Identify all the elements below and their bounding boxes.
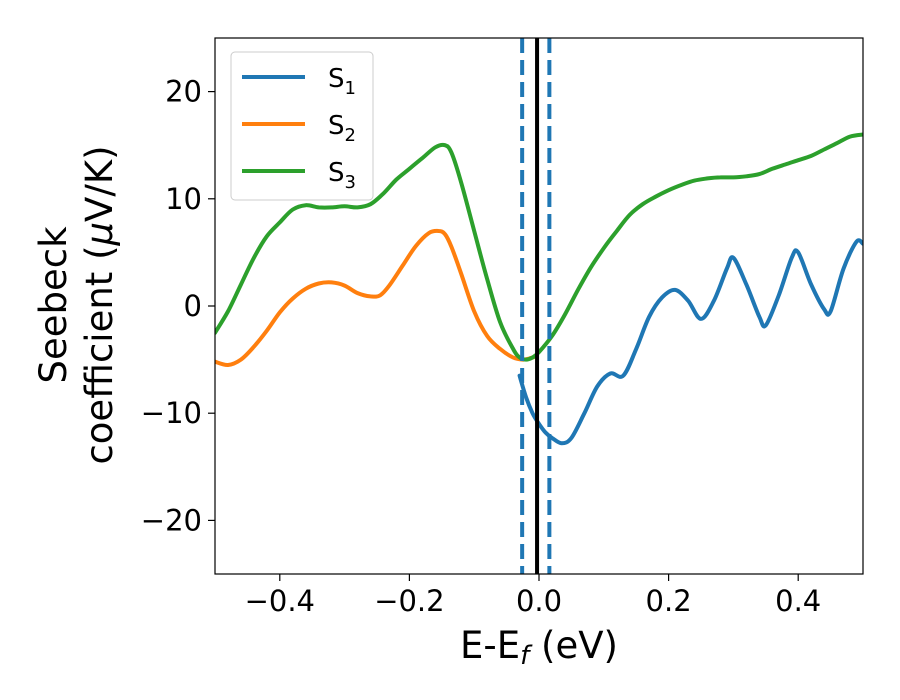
- y-axis-title-line1: Seebeck: [32, 226, 75, 384]
- series-line-s1: [517, 238, 863, 446]
- legend-item-s3: S3: [242, 158, 356, 193]
- x-tick-label: −0.2: [374, 584, 444, 618]
- x-tick-label: 0.4: [775, 584, 821, 618]
- x-tick-label: −0.4: [245, 584, 315, 618]
- series-line-s3: [215, 132, 863, 362]
- legend-item-s1: S1: [242, 64, 356, 99]
- y-axis-title: Seebeck coefficient (μV/K): [32, 145, 121, 464]
- y-axis-title-line2: coefficient (μV/K): [78, 145, 121, 464]
- legend-item-s2: S2: [242, 111, 356, 146]
- y-tick-label: −20: [141, 503, 202, 537]
- x-axis-title: E-Ef (eV): [460, 624, 618, 671]
- axis-ticks: −0.4 −0.2 0.0 0.2 0.4 −20 −10 0 10 20: [141, 75, 821, 618]
- legend-label-s1: S1: [328, 64, 356, 99]
- y-tick-label: 0: [184, 289, 202, 323]
- x-tick-label: 0.2: [646, 584, 692, 618]
- plot-area: [215, 38, 863, 574]
- legend-label-s3: S3: [328, 158, 356, 193]
- y-tick-label: −10: [141, 396, 202, 430]
- legend-label-s2: S2: [328, 111, 356, 146]
- x-tick-label: 0.0: [516, 584, 562, 618]
- series-line-s2: [215, 228, 538, 368]
- y-tick-label: 20: [165, 75, 202, 109]
- legend: S1 S2 S3: [230, 51, 374, 201]
- y-tick-label: 10: [165, 182, 202, 216]
